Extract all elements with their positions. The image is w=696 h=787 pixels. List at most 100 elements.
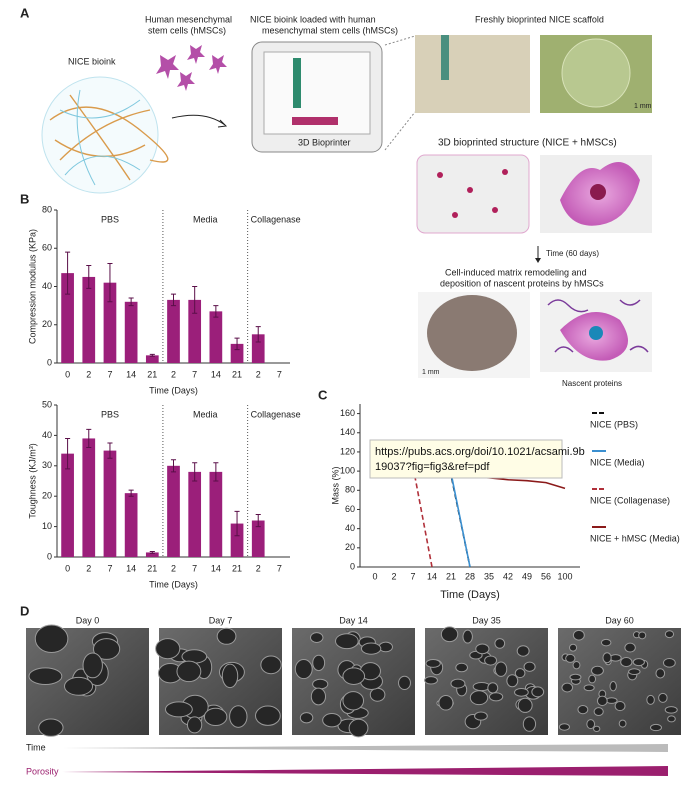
- pore: [221, 663, 239, 689]
- pore: [667, 715, 676, 723]
- photo: [415, 35, 530, 113]
- pore: [649, 723, 662, 732]
- pore: [440, 626, 459, 643]
- x-tick-label: 2: [256, 563, 261, 573]
- pore: [506, 674, 519, 688]
- group-label: Media: [193, 214, 218, 224]
- y-tick-label: 60: [42, 243, 52, 253]
- legend-label: NICE + hMSC (Media): [590, 533, 680, 543]
- y-tick-label: 60: [345, 504, 355, 514]
- error-bar: [192, 286, 198, 314]
- panel-label: B: [20, 191, 29, 206]
- panel-label: C: [318, 387, 328, 402]
- pore: [605, 697, 618, 704]
- bar: [82, 276, 96, 363]
- pore: [216, 627, 237, 645]
- tooltip-box: [369, 439, 563, 479]
- pore: [255, 705, 281, 726]
- x-tick-label: 2: [256, 369, 261, 379]
- pore: [342, 667, 366, 685]
- y-tick-label: 40: [42, 281, 52, 291]
- pore: [572, 629, 585, 641]
- pore: [569, 673, 582, 681]
- x-tick-label: 14: [427, 571, 437, 581]
- x-tick-label: 0: [65, 563, 70, 573]
- pore: [342, 691, 365, 711]
- error-bar: [213, 305, 219, 318]
- pore: [561, 682, 574, 693]
- bar: [188, 299, 202, 363]
- remodeled-disc: [427, 295, 517, 371]
- x-tick-label: 2: [86, 563, 91, 573]
- pore: [469, 690, 489, 706]
- pore: [658, 692, 668, 703]
- pore: [577, 704, 589, 715]
- error-bar: [65, 437, 71, 470]
- y-tick-label: 20: [42, 319, 52, 329]
- loaded-label: NICE bioink loaded with human: [250, 14, 376, 24]
- y-tick-label: 0: [350, 561, 355, 571]
- error-bar: [213, 462, 219, 482]
- nucleus: [590, 184, 606, 200]
- bioink-drawing: [41, 76, 159, 194]
- x-tick-label: 2: [391, 571, 396, 581]
- arrow: [171, 114, 226, 126]
- y-tick-label: 20: [42, 491, 52, 501]
- pore: [593, 707, 604, 717]
- group-label: Collagenase: [251, 214, 301, 224]
- time-label: Time (60 days): [546, 249, 599, 258]
- pore: [360, 642, 382, 655]
- arrow-head: [217, 119, 228, 128]
- y-axis-label: Compression modulus (KPa): [27, 229, 37, 344]
- pore: [593, 725, 601, 733]
- structure-cells: [437, 169, 508, 218]
- structure-label: 3D bioprinted structure (NICE + hMSCs): [438, 138, 617, 149]
- x-tick-label: 21: [147, 563, 157, 573]
- pore: [531, 686, 545, 698]
- error-bar: [149, 551, 155, 554]
- x-axis-label: Time (Days): [149, 579, 198, 589]
- legend-label: NICE (PBS): [590, 419, 638, 429]
- pore: [494, 661, 508, 677]
- y-tick-label: 40: [42, 430, 52, 440]
- pore: [455, 662, 469, 673]
- pore: [398, 675, 411, 691]
- pore: [310, 687, 327, 706]
- bar: [230, 523, 244, 557]
- printer-label: 3D Bioprinter: [298, 137, 351, 147]
- x-tick-label: 100: [557, 571, 572, 581]
- error-bar: [234, 510, 240, 537]
- tooltip-text: 19037?fig=fig3&ref=pdf: [375, 461, 490, 473]
- pore: [299, 712, 314, 724]
- pore: [517, 697, 533, 713]
- remodeling-label: deposition of nascent proteins by hMSCs: [440, 278, 604, 288]
- y-tick-label: 0: [47, 551, 52, 561]
- scale-label: 1 mm: [422, 369, 440, 376]
- arrow-head: [535, 258, 541, 263]
- pore: [203, 707, 228, 727]
- x-tick-label: 21: [232, 563, 242, 573]
- x-tick-label: 7: [107, 563, 112, 573]
- x-tick-label: 7: [192, 369, 197, 379]
- y-tick-label: 0: [47, 357, 52, 367]
- printed-cells: [292, 117, 338, 125]
- pore: [186, 716, 203, 734]
- bioink-label: NICE bioink: [68, 56, 116, 66]
- bar: [124, 493, 138, 557]
- time-label: Time: [26, 742, 46, 752]
- pore: [602, 652, 612, 664]
- pore: [322, 713, 342, 728]
- pore: [369, 687, 386, 702]
- bar: [124, 301, 138, 363]
- nucleus: [589, 326, 603, 340]
- bar: [209, 471, 223, 557]
- pore: [572, 660, 581, 670]
- pore: [309, 632, 324, 643]
- bar: [188, 471, 202, 557]
- y-tick-label: 140: [340, 427, 355, 437]
- pore: [38, 718, 64, 737]
- y-tick-label: 80: [42, 204, 52, 214]
- pore: [488, 692, 504, 702]
- error-bar: [107, 442, 113, 459]
- scale-label: 1 mm: [634, 103, 652, 110]
